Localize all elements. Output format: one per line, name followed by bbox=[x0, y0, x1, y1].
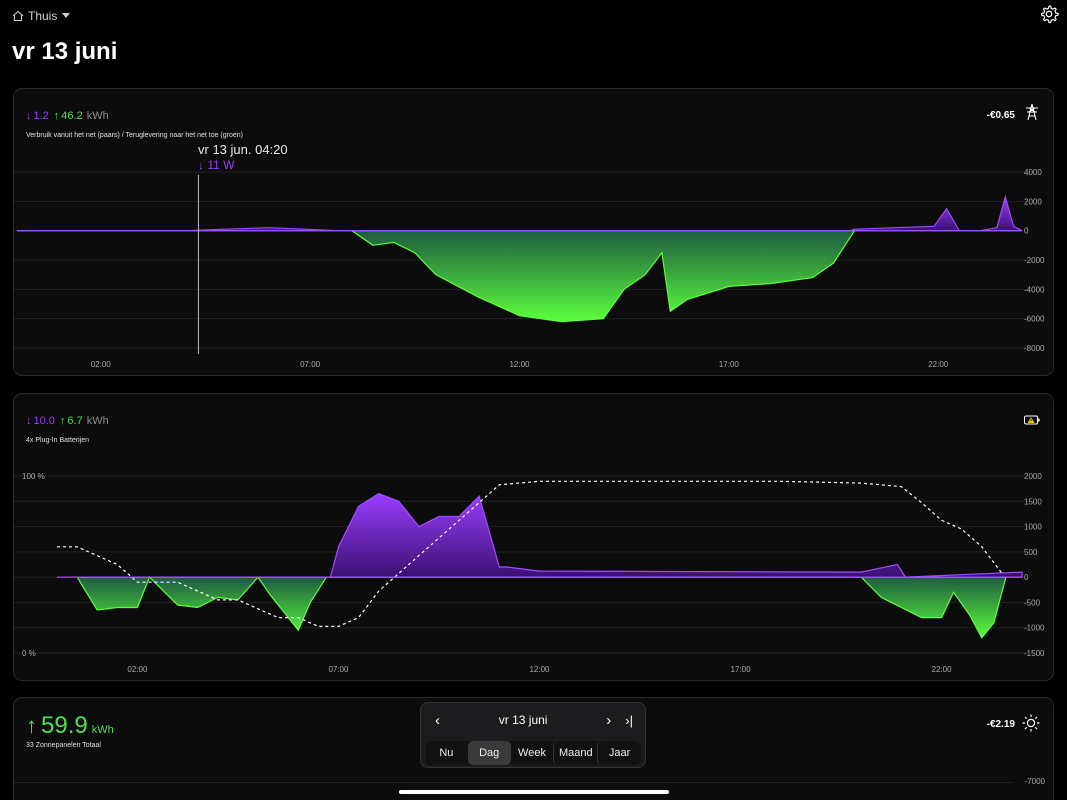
navigator-date[interactable]: vr 13 juni bbox=[498, 713, 548, 727]
import-area bbox=[17, 194, 1023, 232]
y-tick-label: 500 bbox=[1024, 548, 1038, 557]
arrow-down-icon: ↓ bbox=[26, 415, 32, 427]
soc-line bbox=[57, 480, 1003, 627]
sun-icon bbox=[1022, 714, 1040, 732]
y-tick-label: -2000 bbox=[1024, 256, 1045, 265]
unit-label: kWh bbox=[86, 415, 109, 427]
battery-subtitle: 4x Plug-In Batterijen bbox=[26, 437, 90, 444]
power-tower-icon bbox=[1026, 103, 1038, 121]
y-tick-label: 1500 bbox=[1024, 497, 1042, 506]
tooltip-value: ↓ 11 W bbox=[198, 158, 235, 172]
unit-label: kWh bbox=[91, 724, 114, 736]
x-tick-label: 12:00 bbox=[509, 360, 530, 369]
battery-discharge-value: 6.7 bbox=[67, 415, 83, 427]
soc-tick-label: 0 % bbox=[22, 649, 36, 658]
x-tick-label: 17:00 bbox=[719, 360, 740, 369]
arrow-down-icon: ↓ bbox=[26, 110, 32, 122]
skip-to-end-icon[interactable]: ›| bbox=[625, 712, 633, 728]
arrow-up-icon: ↑ bbox=[26, 713, 37, 738]
export-area bbox=[76, 576, 1007, 639]
grid-chart[interactable]: 4000 2000 0 -2000 -4000 -6000 -8000 02:00 07:00 1… bbox=[14, 89, 1054, 376]
x-tick-label: 07:00 bbox=[300, 360, 321, 369]
tab-maand[interactable]: Maand bbox=[553, 741, 597, 765]
period-tabs: Nu Dag Week Maand Jaar bbox=[425, 741, 641, 765]
grid-card[interactable]: ↓ 1.2 ↑ 46.2 kWh Verbruik vanuit het net… bbox=[13, 88, 1054, 376]
y-tick-label: 2000 bbox=[1024, 197, 1042, 206]
battery-charge-value: 10.0 bbox=[33, 415, 55, 427]
grid-export-value: 46.2 bbox=[61, 110, 83, 122]
x-tick-label: 02:00 bbox=[91, 360, 112, 369]
x-tick-label: 02:00 bbox=[127, 665, 148, 674]
y-tick-label: -1000 bbox=[1024, 624, 1045, 633]
tab-week[interactable]: Week bbox=[518, 747, 546, 759]
y-tick-label: 2000 bbox=[1024, 472, 1042, 481]
y-tick-label: 0 bbox=[1024, 573, 1029, 582]
home-indicator bbox=[399, 790, 669, 794]
tab-dag[interactable]: Dag bbox=[467, 741, 511, 765]
y-tick-label: -1500 bbox=[1024, 649, 1045, 658]
grid-cost: -€0.65 bbox=[986, 110, 1015, 121]
chevron-down-icon bbox=[62, 13, 71, 18]
home-icon bbox=[12, 10, 24, 22]
solar-gridline bbox=[14, 782, 1013, 783]
y-tick-label: -6000 bbox=[1024, 315, 1045, 324]
grid-import-value: 1.2 bbox=[33, 110, 49, 122]
chevron-left-icon[interactable]: ‹ bbox=[435, 711, 440, 729]
grid-totals: ↓ 1.2 ↑ 46.2 kWh bbox=[26, 110, 109, 122]
chevron-right-icon[interactable]: › bbox=[606, 711, 612, 729]
y-tick-label: -4000 bbox=[1024, 285, 1045, 294]
tooltip-value-text: 11 W bbox=[207, 158, 235, 172]
battery-warning-icon bbox=[1024, 415, 1040, 425]
solar-y-tick: -7000 bbox=[1024, 777, 1045, 786]
x-tick-label: 07:00 bbox=[328, 665, 349, 674]
y-tick-label: 4000 bbox=[1024, 168, 1042, 177]
gear-icon[interactable] bbox=[1039, 4, 1059, 24]
x-tick-label: 22:00 bbox=[928, 360, 949, 369]
y-tick-label: 1000 bbox=[1024, 523, 1042, 532]
arrow-up-icon: ↑ bbox=[59, 415, 66, 427]
date-navigator: ‹ vr 13 juni › ›| Nu Dag Week Maand Jaar bbox=[420, 702, 646, 768]
battery-card[interactable]: ↓ 10.0 ↑ 6.7 kWh 4x Plug-In Batterijen 2… bbox=[13, 393, 1054, 681]
solar-cost: -€2.19 bbox=[986, 719, 1015, 730]
export-area bbox=[350, 230, 856, 323]
y-tick-label: -8000 bbox=[1024, 344, 1045, 353]
page-title: vr 13 juni bbox=[12, 38, 118, 65]
tab-nu[interactable]: Nu bbox=[439, 747, 454, 759]
y-tick-label: -500 bbox=[1024, 598, 1041, 607]
y-tick-label: 0 bbox=[1024, 227, 1029, 236]
x-tick-label: 22:00 bbox=[932, 665, 953, 674]
arrow-up-icon: ↑ bbox=[53, 110, 60, 122]
battery-totals: ↓ 10.0 ↑ 6.7 kWh bbox=[26, 415, 109, 427]
battery-chart[interactable]: 2000 1500 1000 500 0 -500 -1000 -1500 02:00 07:00… bbox=[14, 394, 1054, 681]
solar-totals: ↑ 59.9 kWh bbox=[26, 712, 114, 740]
grid-subtitle: Verbruik vanuit het net (paars) / Terugl… bbox=[26, 132, 243, 139]
unit-label: kWh bbox=[86, 110, 109, 122]
solar-export-value: 59.9 bbox=[41, 712, 88, 739]
import-area bbox=[329, 493, 1023, 578]
home-selector[interactable]: Thuis bbox=[12, 9, 71, 23]
tooltip-date: vr 13 jun. 04:20 bbox=[198, 142, 288, 157]
x-tick-label: 12:00 bbox=[529, 665, 550, 674]
soc-tick-label: 100 % bbox=[22, 472, 45, 481]
tab-jaar[interactable]: Jaar bbox=[597, 741, 641, 765]
x-tick-label: 17:00 bbox=[731, 665, 752, 674]
home-label: Thuis bbox=[28, 9, 58, 23]
solar-subtitle: 33 Zonnepanelen Totaal bbox=[26, 742, 101, 749]
